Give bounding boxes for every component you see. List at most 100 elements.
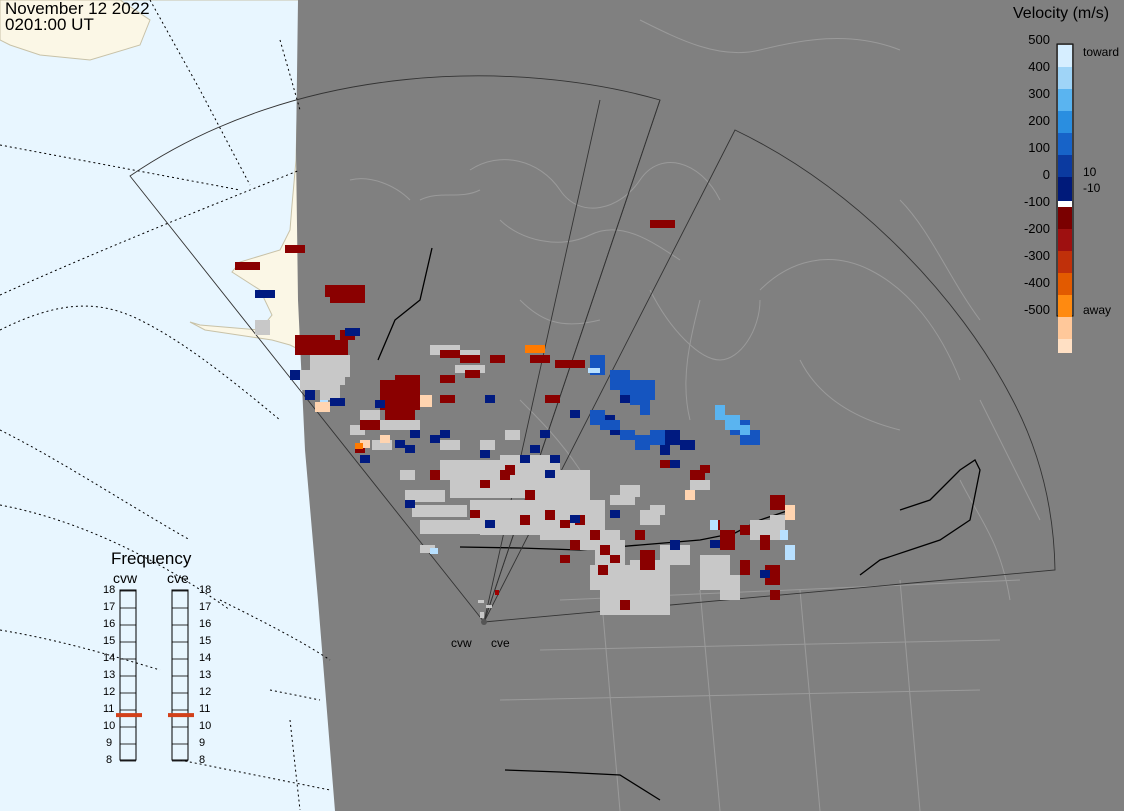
- scatter-cell: [560, 555, 570, 563]
- scatter-cell: [325, 365, 345, 385]
- scatter-cell: [480, 440, 495, 450]
- scatter-cell: [570, 515, 580, 523]
- scatter-cell: [360, 440, 370, 448]
- scatter-cell: [650, 430, 665, 445]
- scatter-cell: [785, 505, 795, 520]
- scatter-cell: [440, 375, 455, 383]
- scatter-cell: [440, 350, 460, 358]
- scatter-cell: [485, 395, 495, 403]
- scatter-cell: [670, 540, 680, 550]
- scatter-cell: [440, 395, 455, 403]
- freq-scale-label-right: 14: [199, 652, 212, 664]
- scatter-cell: [600, 420, 620, 430]
- scatter-cell: [720, 530, 735, 550]
- cve-fov-outline: [483, 129, 1056, 623]
- scatter-cell: [455, 365, 485, 373]
- scatter-cell: [600, 585, 670, 615]
- scatter-cell: [385, 400, 415, 420]
- scatter-cell: [478, 600, 484, 603]
- scatter-cell: [450, 480, 540, 498]
- scatter-cell: [545, 510, 555, 520]
- scatter-cell: [410, 430, 420, 438]
- scatter-cell: [785, 545, 795, 560]
- scatter-cell: [740, 525, 750, 535]
- toward-label: toward: [1083, 45, 1120, 59]
- freq-scale-label-right: 15: [199, 635, 212, 647]
- scatter-cell: [290, 370, 300, 380]
- scatter-cell: [315, 402, 330, 412]
- scatter-cell: [360, 455, 370, 463]
- time-label: 0201:00 UT: [5, 15, 94, 34]
- cvw-selected-frequency: [116, 713, 142, 718]
- scatter-cell: [486, 605, 492, 608]
- geo-grid: [0, 0, 331, 811]
- night-shade: [296, 0, 1124, 811]
- scatter-cell: [650, 220, 675, 228]
- scatter-cell: [740, 560, 750, 575]
- scatter-cell: [325, 285, 365, 297]
- freq-scale-label-left: 8: [106, 754, 113, 766]
- freq-scale-label-right: 16: [199, 618, 212, 630]
- land-siberia: [0, 0, 151, 61]
- scatter-cell: [690, 470, 705, 480]
- scatter-cell: [570, 540, 580, 550]
- scatter-cell: [440, 440, 460, 450]
- scatter-cell: [540, 430, 550, 438]
- scatter-cell: [690, 480, 710, 490]
- cve-selected-frequency: [168, 713, 194, 718]
- scatter-cell: [405, 445, 415, 453]
- scatter-cell: [600, 545, 610, 555]
- radar-site-marker: [481, 619, 487, 625]
- scatter-cell: [480, 450, 490, 458]
- scatter-cell: [465, 370, 480, 378]
- away-label: away: [1083, 303, 1112, 317]
- scatter-cell: [255, 290, 275, 298]
- scatter-cell: [660, 445, 670, 455]
- scatter-cell: [470, 510, 480, 518]
- scatter-cell: [305, 390, 315, 400]
- scatter-cell: [720, 575, 740, 600]
- velocity-cells: [235, 220, 795, 618]
- freq-scale-label-left: 13: [103, 669, 116, 681]
- freq-scale-label-right: 10: [199, 720, 212, 732]
- scatter-cell: [525, 345, 545, 353]
- scatter-cell: [740, 425, 750, 435]
- scatter-cell: [520, 455, 530, 463]
- scatter-cell: [395, 375, 420, 395]
- scatter-cell: [412, 505, 467, 517]
- cvw-freq-bar: [119, 589, 137, 761]
- scatter-cell: [285, 245, 305, 253]
- scatter-cell: [670, 460, 680, 468]
- scatter-cell: [430, 548, 438, 554]
- scatter-cell: [355, 443, 363, 449]
- scatter-cell: [760, 535, 770, 550]
- freq-scale-label-right: 12: [199, 686, 212, 698]
- velocity-legend-title: Velocity (m/s): [1013, 5, 1110, 22]
- scatter-cell: [620, 600, 630, 610]
- scatter-cell: [680, 440, 695, 450]
- colorbar-segment: [1058, 89, 1072, 111]
- radar-label-cve: cve: [491, 636, 510, 650]
- scatter-cell: [395, 440, 405, 448]
- scatter-cell: [372, 440, 392, 450]
- scatter-cell: [635, 435, 650, 450]
- scatter-cell: [520, 515, 530, 525]
- freq-scale-label-left: 16: [103, 618, 116, 630]
- scatter-cell: [350, 425, 365, 435]
- scatter-cell: [525, 490, 535, 500]
- scatter-cell: [405, 500, 415, 508]
- scatter-cell: [570, 410, 580, 418]
- colorbar-segment: [1058, 155, 1072, 177]
- freq-scale-label-left: 11: [103, 703, 115, 715]
- scatter-cell: [620, 485, 640, 497]
- frequency-panel: [116, 589, 194, 762]
- scatter-cell: [480, 612, 484, 618]
- scatter-cell: [420, 395, 432, 407]
- scatter-cell: [640, 380, 655, 400]
- velocity-tick-label: 400: [1028, 59, 1050, 74]
- scatter-cell: [555, 360, 570, 368]
- date-label: November 12 2022: [5, 0, 150, 18]
- scatter-cell: [255, 320, 270, 335]
- scatter-cell: [430, 470, 440, 480]
